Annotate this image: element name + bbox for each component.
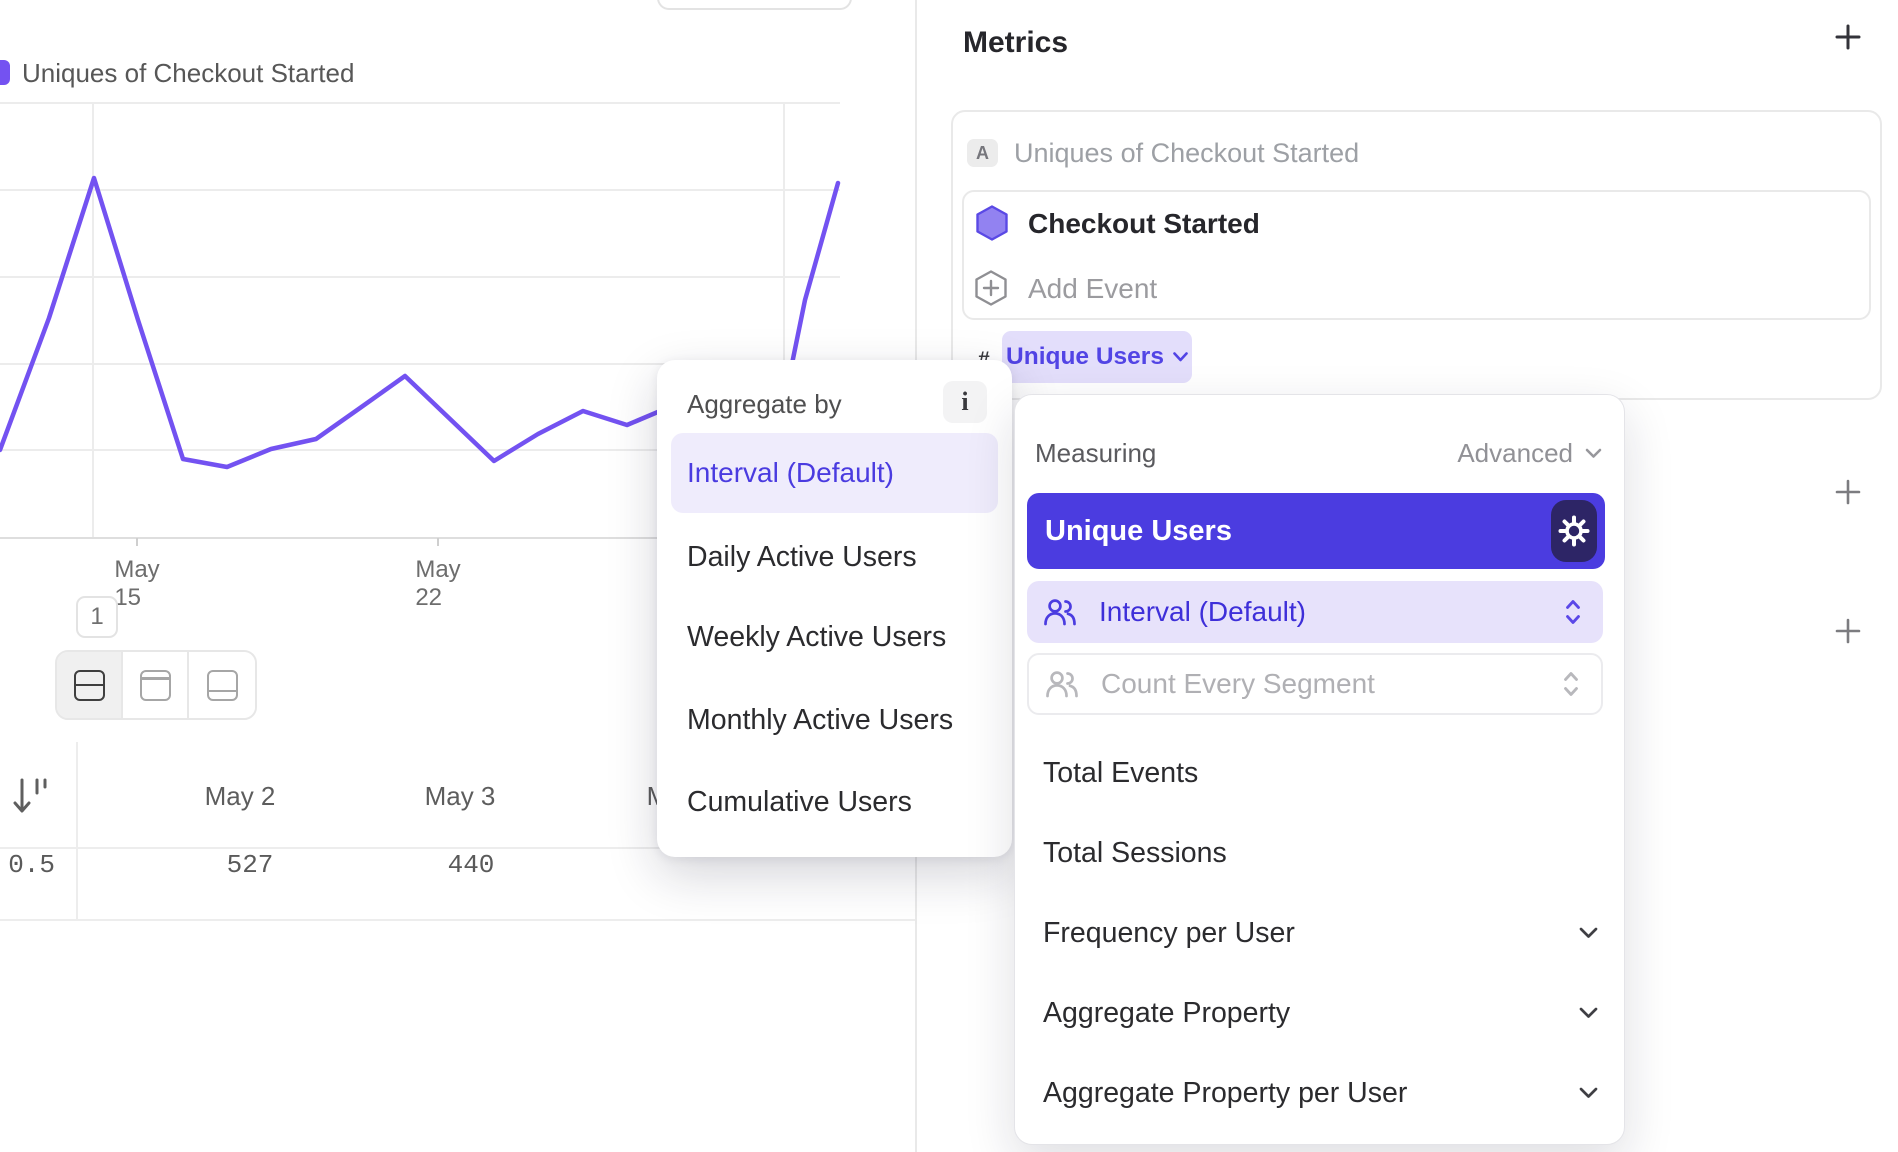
users-icon [1043, 597, 1077, 627]
layout-table-button[interactable] [189, 652, 255, 718]
add-filter-icon[interactable] [1835, 479, 1861, 505]
table-header-border [0, 847, 915, 849]
table-view-icon [206, 669, 238, 701]
advanced-label: Advanced [1457, 438, 1573, 468]
table-value-may2: 527 [226, 850, 274, 880]
interval-dropdown-label: Interval (Default) [1099, 596, 1306, 627]
info-icon[interactable]: i [943, 381, 987, 423]
aggregate-popup-title: Aggregate by [687, 389, 842, 419]
event-name[interactable]: Checkout Started [1028, 208, 1260, 239]
metric-card-title[interactable]: Uniques of Checkout Started [1014, 138, 1360, 168]
users-icon [1045, 669, 1079, 699]
option-weekly-active-users[interactable]: Weekly Active Users [687, 620, 947, 653]
chevron-down-icon [1579, 1087, 1598, 1098]
unfold-icon [1565, 599, 1581, 625]
chart-view-icon [139, 669, 171, 701]
total-events-label: Total Events [1043, 756, 1199, 789]
interval-dropdown[interactable]: Interval (Default) [1027, 581, 1603, 643]
sort-descending-icon[interactable] [12, 775, 50, 819]
table-row-border [0, 919, 915, 921]
total-sessions-label: Total Sessions [1043, 836, 1227, 869]
unfold-icon [1563, 671, 1579, 697]
add-breakdown-icon[interactable] [1835, 618, 1861, 644]
unique-users-label: Unique Users [1045, 514, 1232, 547]
layout-toggle-group [55, 650, 257, 720]
count-every-segment-label: Count Every Segment [1101, 668, 1375, 699]
aggregate-property-per-user-label: Aggregate Property per User [1043, 1076, 1408, 1109]
table-column-divider [76, 742, 78, 920]
add-event-hexagon-icon [975, 270, 1007, 306]
metrics-panel-title: Metrics [963, 26, 1069, 59]
series-number-marker[interactable]: 1 [76, 596, 118, 638]
gear-button[interactable] [1551, 500, 1597, 562]
chevron-down-icon [1173, 352, 1188, 362]
measuring-popup-title: Measuring [1035, 438, 1157, 468]
add-metric-icon[interactable] [1835, 24, 1861, 50]
layout-split-button[interactable] [57, 652, 123, 718]
advanced-mode-toggle[interactable]: Advanced [1457, 438, 1602, 469]
table-header-may3[interactable]: May 3 [424, 781, 496, 811]
option-interval-default[interactable]: Interval (Default) [671, 433, 998, 513]
table-header-may2[interactable]: May 2 [204, 781, 276, 811]
event-card [962, 190, 1871, 320]
count-every-segment-dropdown[interactable]: Count Every Segment [1027, 653, 1603, 715]
add-event-button[interactable]: Add Event [1028, 273, 1158, 304]
option-monthly-active-users[interactable]: Monthly Active Users [687, 703, 954, 736]
table-value-may3: 440 [447, 850, 495, 880]
split-view-icon [73, 669, 105, 701]
x-tick-label: May 15 [114, 556, 160, 611]
measurement-chip[interactable]: Unique Users [1002, 331, 1192, 383]
legend-swatch [0, 60, 10, 85]
event-hexagon-icon [976, 205, 1008, 241]
chevron-down-icon [1579, 1007, 1598, 1018]
option-aggregate-property[interactable]: Aggregate Property [1043, 985, 1598, 1041]
option-aggregate-property-per-user[interactable]: Aggregate Property per User [1043, 1065, 1598, 1121]
metric-letter-badge: A [967, 139, 998, 167]
option-total-events[interactable]: Total Events [1043, 745, 1598, 801]
measurement-prefix: # [978, 348, 990, 372]
measurement-chip-label: Unique Users [1006, 343, 1164, 370]
selected-metric-unique-users[interactable]: Unique Users [1027, 493, 1605, 569]
option-cumulative-users[interactable]: Cumulative Users [687, 785, 912, 818]
measuring-popup: Measuring Advanced Unique Users [1014, 394, 1625, 1145]
frequency-per-user-label: Frequency per User [1043, 916, 1295, 949]
option-interval-default-label: Interval (Default) [687, 457, 894, 488]
legend-label: Uniques of Checkout Started [22, 58, 355, 88]
option-frequency-per-user[interactable]: Frequency per User [1043, 905, 1598, 961]
option-total-sessions[interactable]: Total Sessions [1043, 825, 1598, 881]
option-daily-active-users[interactable]: Daily Active Users [687, 540, 917, 573]
aggregate-property-label: Aggregate Property [1043, 996, 1291, 1029]
layout-chart-button[interactable] [123, 652, 189, 718]
chevron-down-icon [1579, 927, 1598, 938]
chevron-down-icon [1585, 448, 1602, 458]
gear-icon [1558, 515, 1590, 547]
aggregate-by-popup: Aggregate by i Interval (Default) Daily … [657, 360, 1012, 857]
x-tick-label: May 22 [415, 556, 461, 611]
table-row-label: 0.5 [8, 850, 55, 880]
